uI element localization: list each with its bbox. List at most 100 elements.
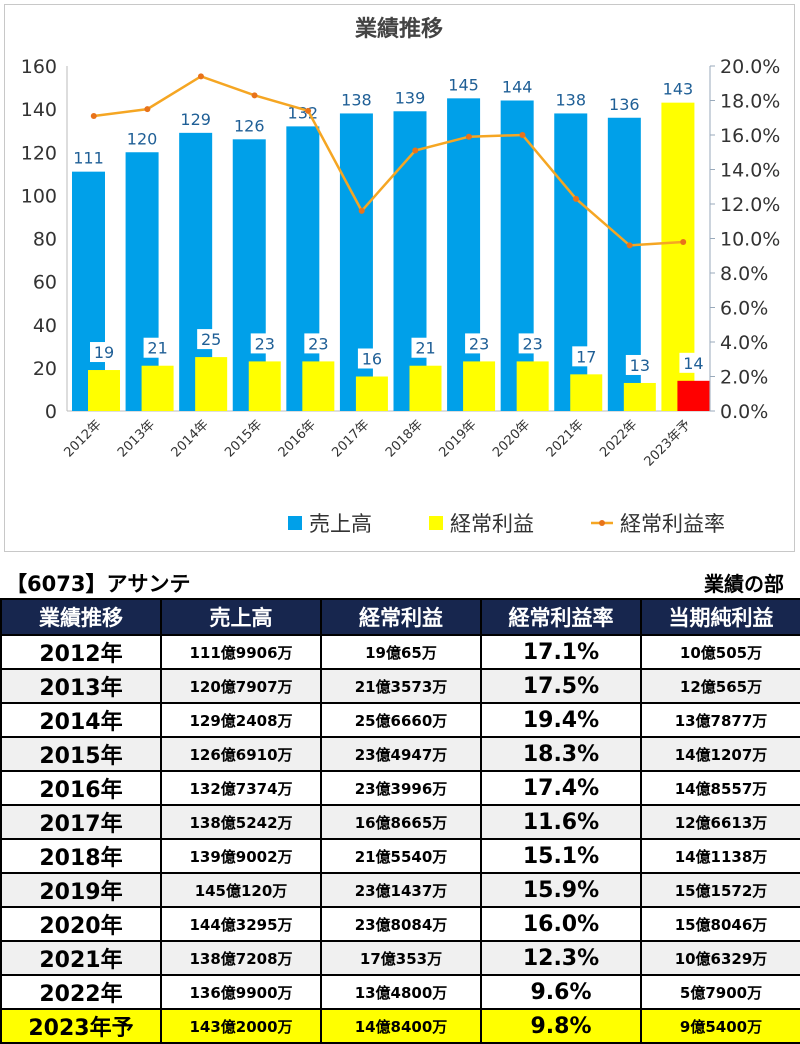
table-row: 2015年 126億6910万 23億4947万 18.3% 14億1207万: [0, 736, 800, 772]
left-tick-label: 60: [33, 272, 57, 294]
profit-margin-point: [680, 238, 687, 245]
legend-label-ordinary-profit: 経常利益: [450, 512, 534, 536]
ordinary-profit-label-bg: [411, 337, 440, 358]
ordinary-profit-label-bg: [518, 333, 547, 354]
cell-net-income: 14億1207万: [640, 736, 800, 772]
right-tick-label: 4.0%: [720, 332, 768, 354]
header-ordinary-profit: 経常利益: [320, 598, 482, 636]
cell-profit-margin: 15.1%: [480, 838, 642, 874]
sales-bar: [554, 113, 588, 411]
right-tick-label: 6.0%: [720, 298, 768, 320]
cell-profit-margin: 17.4%: [480, 770, 642, 806]
cell-profit-margin: 17.5%: [480, 668, 642, 704]
ordinary-profit-data-label: 13: [630, 356, 650, 375]
cell-sales: 126億6910万: [160, 736, 322, 772]
ordinary-profit-label-bg: [465, 333, 494, 354]
sales-data-label: 120: [127, 129, 158, 148]
cell-sales: 143億2000万: [160, 1008, 322, 1044]
cell-period: 2014年: [0, 702, 162, 738]
x-tick-label: 2012年: [61, 417, 104, 460]
cell-ordinary-profit: 14億8400万: [320, 1008, 482, 1044]
cell-profit-margin: 17.1%: [480, 634, 642, 670]
cell-sales: 138億7208万: [160, 940, 322, 976]
sales-data-label: 144: [502, 78, 533, 97]
ordinary-profit-label-bg: [625, 354, 654, 375]
cell-period: 2017年: [0, 804, 162, 840]
legend-marker-profit-margin: [599, 520, 605, 526]
cell-period: 2021年: [0, 940, 162, 976]
sales-bar: [447, 98, 481, 411]
ordinary-profit-data-label: 21: [415, 339, 435, 358]
sales-data-label: 138: [555, 90, 586, 109]
cell-net-income: 13億7877万: [640, 702, 800, 738]
x-tick-label: 2022年: [597, 417, 640, 460]
ordinary-profit-label-bg: [250, 333, 279, 354]
sales-bar: [393, 111, 427, 411]
chart-title: 業績推移: [355, 16, 443, 42]
table-row: 2018年 139億9002万 21億5540万 15.1% 14億1138万: [0, 838, 800, 874]
ordinary-profit-bar: [302, 361, 335, 411]
cell-profit-margin: 16.0%: [480, 906, 642, 942]
profit-margin-point: [626, 242, 633, 249]
x-tick-label: 2013年: [115, 417, 158, 460]
table-row: 2017年 138億5242万 16億8665万 11.6% 12億6613万: [0, 804, 800, 840]
x-tick-label: 2019年: [437, 417, 480, 460]
left-tick-label: 120: [21, 142, 57, 164]
right-tick-label: 16.0%: [720, 125, 780, 147]
left-tick-label: 100: [21, 185, 57, 207]
cell-sales: 138億5242万: [160, 804, 322, 840]
ordinary-profit-bar: [248, 361, 281, 411]
right-tick-label: 10.0%: [720, 229, 780, 251]
ordinary-profit-data-label: 16: [362, 350, 382, 369]
sales-data-label: 145: [448, 75, 479, 94]
header-net-income: 当期純利益: [640, 598, 800, 636]
profit-margin-point: [519, 132, 526, 138]
ordinary-profit-data-label: 14: [683, 354, 703, 373]
ordinary-profit-data-label: 23: [308, 334, 328, 353]
x-tick-label: 2014年: [169, 417, 212, 460]
ordinary-profit-label-bg: [357, 348, 386, 369]
cell-period: 2015年: [0, 736, 162, 772]
legend-swatch-ordinary-profit: [429, 516, 443, 530]
ordinary-profit-data-label: 23: [255, 334, 275, 353]
cell-sales: 132億7374万: [160, 770, 322, 806]
table-caption-section: 業績の部: [704, 572, 784, 596]
sales-data-label: 143: [663, 80, 694, 99]
cell-net-income: 14億1138万: [640, 838, 800, 874]
x-tick-label: 2020年: [490, 417, 533, 460]
cell-sales: 144億3295万: [160, 906, 322, 942]
table-row: 2023年予 143億2000万 14億8400万 9.8% 9億5400万: [0, 1008, 800, 1044]
ordinary-profit-bar: [88, 370, 120, 411]
profit-margin-point: [573, 195, 580, 202]
legend-label-sales: 売上高: [309, 512, 372, 536]
sales-data-label: 138: [341, 90, 372, 109]
cell-sales: 136億9900万: [160, 974, 322, 1010]
ordinary-profit-bar: [623, 382, 656, 411]
left-tick-label: 0: [45, 401, 57, 423]
ordinary-profit-data-label: 23: [469, 334, 489, 353]
cell-period: 2022年: [0, 974, 162, 1010]
legend-swatch-sales: [288, 516, 302, 530]
cell-ordinary-profit: 13億4800万: [320, 974, 482, 1010]
ordinary-profit-label-bg: [90, 342, 118, 363]
chart-container: 業績推移 0 20 40 60 80 100 120 140 160 0.0% 2.0% 4.0% 6.0…: [4, 4, 795, 552]
right-tick-label: 0.0%: [720, 401, 768, 423]
right-tick-label: 18.0%: [720, 91, 780, 113]
performance-chart: 業績推移 0 20 40 60 80 100 120 140 160 0.0% 2.0% 4.0% 6.0…: [21, 16, 781, 536]
cell-ordinary-profit: 23億4947万: [320, 736, 482, 772]
right-tick-label: 2.0%: [720, 367, 768, 389]
cell-profit-margin: 15.9%: [480, 872, 642, 908]
profit-margin-point: [144, 106, 151, 113]
x-tick-label: 2021年: [544, 417, 587, 460]
table-row: 2019年 145億120万 23億1437万 15.9% 15億1572万: [0, 872, 800, 908]
x-tick-label: 2017年: [329, 417, 372, 460]
cell-period: 2018年: [0, 838, 162, 874]
profit-margin-point: [358, 207, 365, 214]
cell-ordinary-profit: 17億353万: [320, 940, 482, 976]
cell-net-income: 9億5400万: [640, 1008, 800, 1044]
x-tick-label: 2023年予: [642, 417, 694, 469]
ordinary-profit-data-label: 17: [576, 347, 596, 366]
left-tick-label: 140: [21, 99, 57, 121]
cell-sales: 139億9002万: [160, 838, 322, 874]
sales-data-label: 136: [609, 95, 640, 114]
